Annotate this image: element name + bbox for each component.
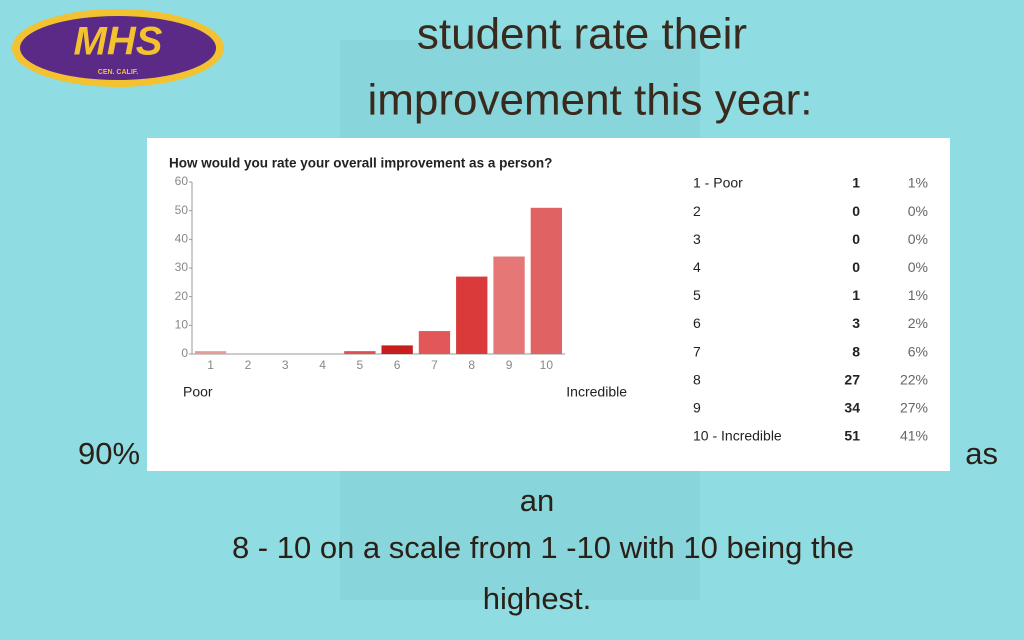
y-tick-label: 60 — [175, 174, 189, 188]
row-percent: 0% — [908, 231, 928, 247]
row-percent: 0% — [908, 203, 928, 219]
bar — [530, 207, 563, 354]
x-tick-label: 9 — [506, 358, 513, 372]
x-tick-label: 5 — [357, 358, 364, 372]
row-percent: 6% — [908, 343, 928, 359]
row-count: 0 — [852, 259, 860, 275]
bar — [344, 351, 376, 354]
x-end-label: Poor — [183, 384, 213, 400]
row-label: 3 — [693, 231, 701, 247]
x-tick-label: 10 — [540, 358, 554, 372]
row-count: 51 — [844, 428, 860, 444]
row-count: 34 — [844, 400, 860, 416]
row-count: 0 — [852, 231, 860, 247]
row-percent: 0% — [908, 259, 928, 275]
title: student rate their — [417, 10, 747, 59]
caption: an — [520, 483, 554, 518]
y-tick-label: 10 — [175, 318, 189, 332]
x-tick-label: 6 — [394, 358, 401, 372]
bar — [456, 276, 488, 354]
bar — [381, 345, 413, 354]
row-percent: 1% — [908, 175, 928, 191]
row-label: 1 - Poor — [693, 175, 743, 191]
y-tick-label: 40 — [175, 232, 189, 246]
chart-title: How would you rate your overall improvem… — [169, 156, 552, 171]
bar — [194, 351, 227, 354]
row-label: 8 — [693, 371, 701, 387]
row-percent: 2% — [908, 315, 928, 331]
row-count: 3 — [852, 315, 860, 331]
y-tick-label: 0 — [181, 346, 188, 360]
row-label: 5 — [693, 287, 701, 303]
row-count: 1 — [852, 175, 860, 191]
row-label: 2 — [693, 203, 701, 219]
bar — [418, 331, 451, 354]
row-percent: 22% — [900, 371, 928, 387]
y-tick-label: 50 — [175, 203, 189, 217]
y-tick-label: 20 — [175, 289, 189, 303]
caption: 90% — [78, 436, 140, 471]
row-label: 10 - Incredible — [693, 428, 782, 444]
row-label: 7 — [693, 343, 701, 359]
x-tick-label: 7 — [431, 358, 438, 372]
row-label: 4 — [693, 259, 701, 275]
caption: highest. — [483, 581, 592, 616]
logo — [20, 16, 216, 80]
logo-subtext: CEN. CALIF. — [98, 69, 139, 76]
x-tick-label: 8 — [468, 358, 475, 372]
x-tick-label: 3 — [282, 358, 289, 372]
caption: 8 - 10 on a scale from 1 -10 with 10 bei… — [232, 530, 854, 565]
row-percent: 1% — [908, 287, 928, 303]
row-count: 1 — [852, 287, 860, 303]
bar — [493, 256, 525, 354]
row-percent: 27% — [900, 400, 928, 416]
caption: as — [965, 436, 998, 471]
y-tick-label: 30 — [175, 260, 189, 274]
x-tick-label: 4 — [319, 358, 326, 372]
row-label: 9 — [693, 400, 701, 416]
title: improvement this year: — [367, 76, 812, 125]
row-percent: 41% — [900, 428, 928, 444]
row-count: 27 — [844, 371, 860, 387]
x-end-label: Incredible — [566, 384, 627, 400]
row-count: 8 — [852, 343, 860, 359]
x-tick-label: 2 — [245, 358, 252, 372]
logo-text: MHS — [74, 20, 163, 64]
row-count: 0 — [852, 203, 860, 219]
row-label: 6 — [693, 315, 701, 331]
x-tick-label: 1 — [207, 358, 214, 372]
